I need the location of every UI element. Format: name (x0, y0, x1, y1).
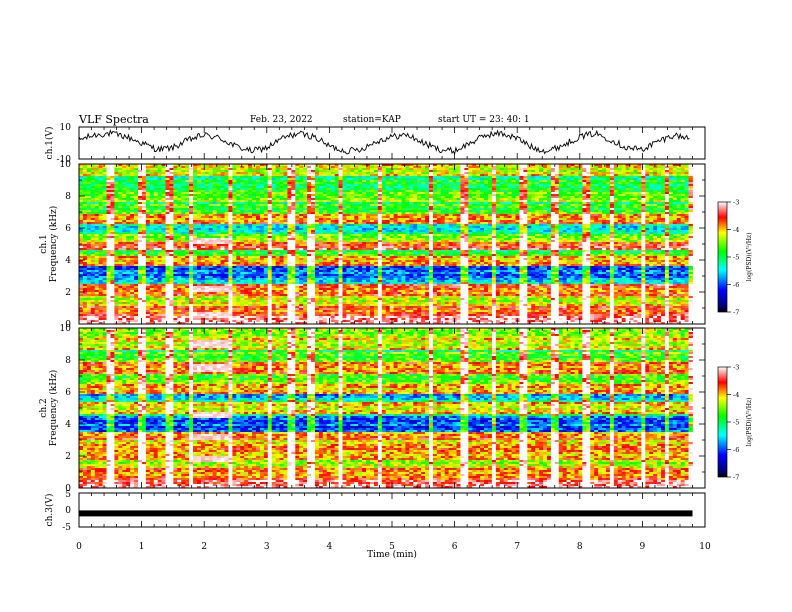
colorbar-tick-label: -3 (733, 199, 739, 207)
colorbar-tick-label: -5 (733, 254, 739, 262)
frequency-tick-label: 4 (65, 420, 71, 430)
frequency-tick-label: 8 (65, 192, 71, 202)
ch1-colorbar-label: log(PSD)(V²/Hz) (746, 233, 753, 282)
ch1-ytick-top: 10 (60, 123, 72, 133)
ch2-channel-label: ch.2 (39, 398, 49, 417)
frequency-tick-label: 2 (65, 452, 71, 462)
frequency-tick-label: 2 (65, 288, 71, 298)
colorbar-tick-label: -4 (733, 226, 739, 234)
time-tick-label: 7 (514, 542, 520, 552)
time-tick-label: 10 (699, 542, 711, 552)
ch2-spectrogram-image (79, 328, 693, 488)
ch2-frequency-label: Frequency (kHz) (48, 370, 59, 447)
ch1-ylabel: ch.1(V) (44, 127, 55, 160)
ch1-frequency-label: Frequency (kHz) (48, 206, 59, 283)
time-tick-label: 1 (139, 542, 145, 552)
time-tick-label: 4 (327, 542, 333, 552)
colorbar-tick-label: -5 (733, 419, 739, 427)
frequency-tick-label: 6 (65, 388, 71, 398)
ch3-ytick-0: 0 (65, 506, 71, 516)
ch1-waveform-line (79, 131, 689, 155)
time-tick-label: 3 (264, 542, 270, 552)
colorbar-tick-label: -4 (733, 391, 739, 399)
colorbar-tick-label: -6 (733, 446, 739, 454)
ch1-waveform-panel: 10 -10 ch.1(V) (44, 123, 705, 165)
ch3-ylabel: ch.3(V) (44, 494, 55, 527)
colorbar-tick-label: -3 (733, 364, 739, 372)
frequency-tick-label: 4 (65, 256, 71, 266)
ch2-colorbar-gradient (718, 367, 727, 477)
ch2-colorbar: -3 -4 -5 -6 -7 log(PSD)(V²/Hz) (718, 364, 753, 482)
ch3-ytick-minus5: -5 (62, 523, 71, 533)
ch1-channel-label: ch.1 (39, 234, 49, 253)
ch3-signal-bar (79, 510, 693, 516)
vlf-figure: 10 -10 ch.1(V) 0246810 ch.1 Frequency (k… (0, 0, 792, 612)
ch1-spectrogram-image (79, 164, 693, 324)
frequency-tick-label: 6 (65, 224, 71, 234)
time-tick-label: 6 (452, 542, 458, 552)
frequency-tick-label: 10 (60, 324, 72, 334)
frequency-tick-label: 10 (60, 160, 72, 170)
time-tick-label: 9 (640, 542, 646, 552)
time-axis-label: Time (min) (367, 549, 417, 560)
ch1-colorbar-gradient (718, 202, 727, 312)
ch1-colorbar: -3 -4 -5 -6 -7 log(PSD)(V²/Hz) (718, 199, 753, 317)
ch2-colorbar-ticks: -3 -4 -5 -6 -7 (727, 364, 739, 482)
colorbar-tick-label: -7 (733, 474, 739, 482)
ch1-colorbar-ticks: -3 -4 -5 -6 -7 (727, 199, 739, 317)
ch3-ticks (79, 493, 705, 527)
colorbar-tick-label: -7 (733, 309, 739, 317)
time-tick-label: 8 (577, 542, 583, 552)
ch3-panel: 5 0 -5 ch.3(V) 0 1 2 3 4 5 6 7 8 9 10 Time (min) (44, 490, 711, 560)
frequency-tick-label: 8 (65, 356, 71, 366)
ch2-colorbar-label: log(PSD)(V²/Hz) (746, 398, 753, 447)
ch3-ytick-5: 5 (65, 490, 71, 500)
time-tick-label: 2 (201, 542, 207, 552)
colorbar-tick-label: -6 (733, 281, 739, 289)
time-tick-label: 0 (76, 542, 82, 552)
